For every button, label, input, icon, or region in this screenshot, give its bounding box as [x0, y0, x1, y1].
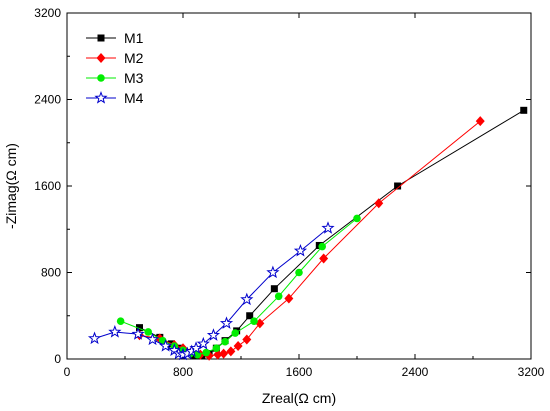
data-point	[136, 324, 143, 332]
data-point	[475, 116, 485, 127]
data-point	[520, 106, 528, 114]
data-point	[131, 327, 145, 340]
y-tick-label: 0	[54, 352, 61, 366]
data-point	[221, 337, 229, 346]
x-tick-label: 1600	[286, 365, 313, 379]
data-point	[321, 221, 335, 234]
legend: M1 M2 M3 M4	[86, 30, 144, 106]
data-point	[250, 317, 258, 325]
legend-label: M1	[124, 30, 144, 46]
data-point	[213, 349, 223, 360]
data-point	[231, 329, 239, 337]
data-point	[116, 317, 125, 325]
data-point	[284, 293, 294, 304]
x-tick-label: 0	[64, 365, 71, 379]
data-point	[108, 325, 122, 338]
data-point	[295, 268, 303, 277]
data-point	[270, 285, 278, 293]
data-point	[159, 339, 173, 352]
data-point	[212, 344, 221, 352]
data-point	[394, 182, 402, 190]
data-point	[266, 265, 280, 279]
data-point	[240, 292, 254, 306]
data-point	[219, 316, 234, 329]
data-point	[242, 334, 252, 345]
legend-marker	[97, 74, 105, 82]
legend-label: M4	[124, 90, 144, 106]
series-m3	[116, 214, 361, 359]
data-point	[144, 328, 152, 336]
data-point	[202, 348, 210, 357]
data-series	[87, 106, 528, 361]
data-point	[206, 328, 221, 341]
data-point	[374, 198, 384, 209]
data-point	[233, 341, 243, 352]
data-point	[353, 214, 361, 223]
legend-marker	[96, 53, 106, 63]
y-tick-label: 3200	[34, 6, 61, 20]
data-point	[219, 348, 229, 359]
legend-label: M3	[124, 70, 144, 86]
series-m2	[135, 116, 485, 361]
legend-marker	[94, 91, 108, 104]
data-point	[87, 331, 102, 345]
series-line-m3	[120, 218, 358, 356]
axis-ticks: 0 800 1600 2400 3200 0 800 1600 2400 3200	[34, 6, 544, 379]
y-tick-label: 800	[41, 266, 61, 280]
series-m4	[87, 221, 335, 361]
data-point	[319, 253, 329, 264]
x-tick-label: 3200	[518, 365, 545, 379]
series-line-m2	[139, 120, 481, 357]
data-point	[226, 346, 236, 357]
legend-label: M2	[124, 50, 144, 66]
x-axis-title: Zreal(Ω cm)	[262, 390, 336, 406]
data-point	[196, 336, 210, 350]
data-point	[274, 292, 283, 301]
y-tick-label: 1600	[34, 179, 61, 193]
data-point	[246, 312, 254, 320]
data-point	[318, 242, 327, 251]
data-point	[293, 243, 308, 257]
data-point	[189, 341, 203, 354]
y-tick-label: 2400	[34, 93, 61, 107]
legend-marker	[97, 34, 105, 42]
x-tick-label: 800	[173, 365, 193, 379]
y-axis-title: -Zimag(Ω cm)	[3, 143, 19, 229]
data-point	[145, 332, 160, 346]
x-tick-label: 2400	[402, 365, 429, 379]
